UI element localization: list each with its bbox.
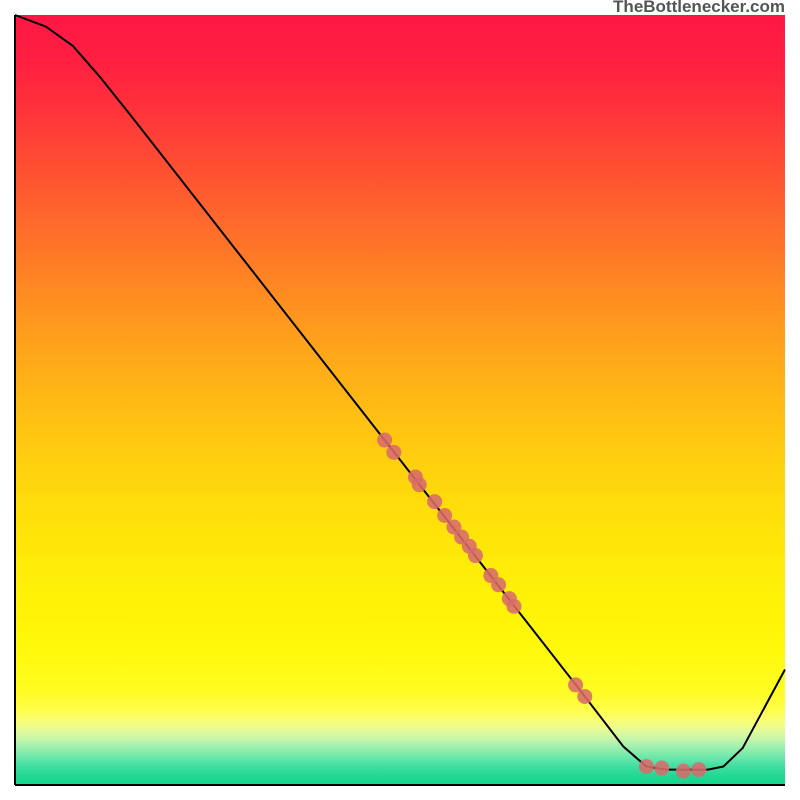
data-marker	[577, 689, 592, 704]
data-marker	[639, 759, 654, 774]
watermark-text: TheBottlenecker.com	[613, 0, 785, 16]
data-marker	[506, 599, 521, 614]
data-marker	[691, 762, 706, 777]
data-marker	[654, 761, 669, 776]
gradient-background	[15, 15, 785, 785]
data-marker	[491, 577, 506, 592]
data-marker	[412, 477, 427, 492]
data-marker	[468, 548, 483, 563]
data-marker	[676, 764, 691, 779]
data-marker	[377, 433, 392, 448]
data-marker	[427, 494, 442, 509]
data-marker	[386, 445, 401, 460]
